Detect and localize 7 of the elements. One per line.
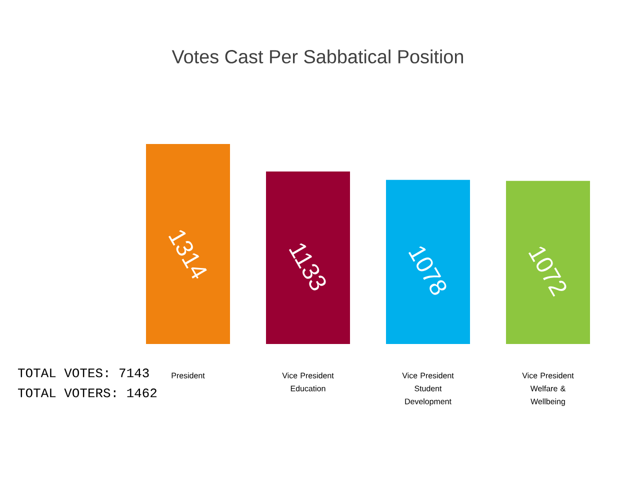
bar <box>146 144 230 344</box>
text: TOTAL VOTES: 7143 <box>18 368 149 378</box>
text: TOTAL VOTERS: 1462 <box>18 388 156 398</box>
bar <box>506 180 590 344</box>
chart-title: Votes Cast Per Sabbatical Position <box>172 50 463 64</box>
bar <box>266 172 350 344</box>
bar <box>386 180 470 344</box>
